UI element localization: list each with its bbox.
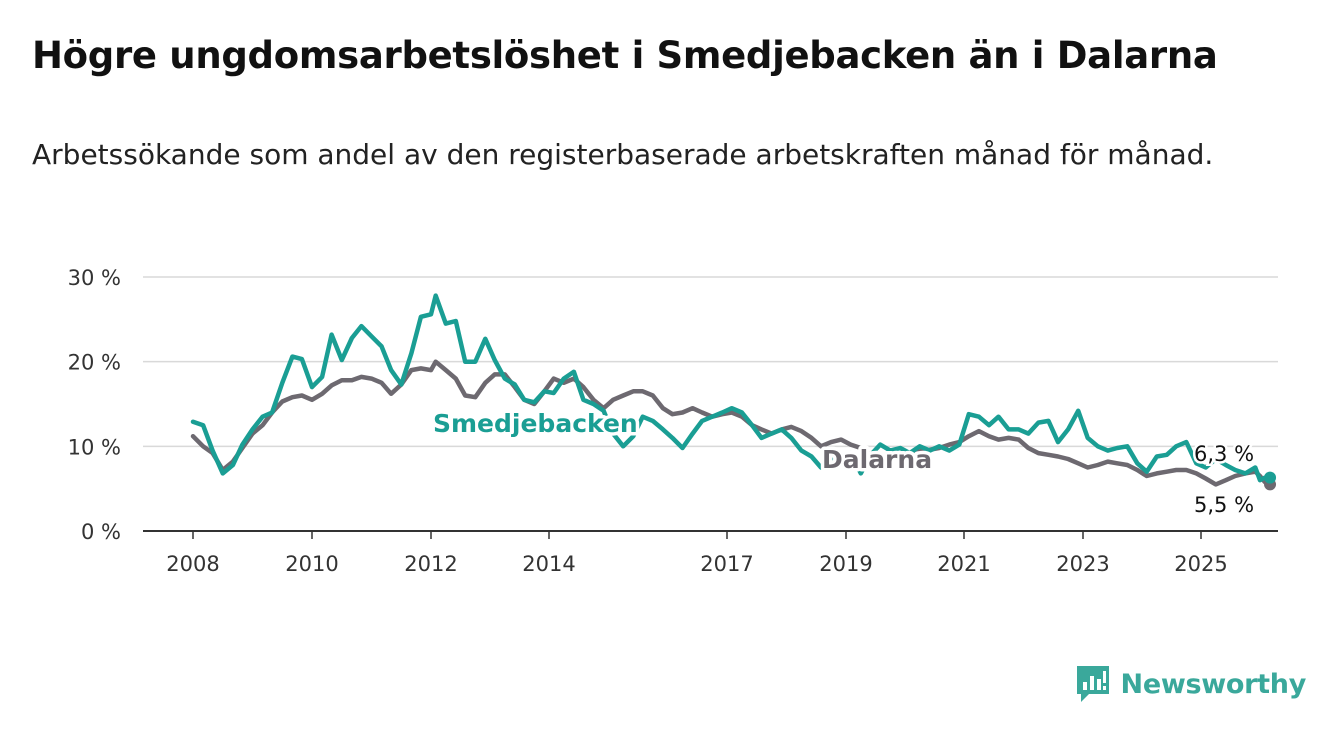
x-tick-label: 2023 — [1056, 552, 1109, 576]
end-value-dalarna: 5,5 % — [1194, 493, 1254, 517]
end-value-smedjebacken: 6,3 % — [1194, 442, 1254, 466]
page-title: Högre ungdomsarbetslöshet i Smedjebacken… — [32, 34, 1218, 77]
x-tick-label: 2017 — [700, 552, 753, 576]
brand-logo[interactable]: Newsworthy — [1075, 664, 1306, 704]
y-tick-label: 10 % — [68, 435, 121, 459]
series-line-smedjebacken — [190, 293, 1273, 483]
bar-chart-speech-bubble-icon — [1076, 666, 1109, 702]
y-axis-ticks: 0 % 10 % 20 % 30 % — [68, 266, 121, 544]
chart-subtitle: Arbetssökande som andel av den registerb… — [32, 138, 1214, 171]
x-tick-label: 2025 — [1174, 552, 1227, 576]
y-tick-label: 0 % — [81, 520, 121, 544]
x-axis-ticks: 2008 2010 2012 2014 2017 2019 2021 2023 2025 — [166, 531, 1228, 576]
series-end-point-smedjebacken — [1264, 471, 1277, 484]
series-line-dalarna — [190, 359, 1273, 487]
series-label-dalarna: Dalarna — [822, 445, 932, 474]
series-label-smedjebacken: Smedjebacken — [433, 409, 638, 438]
chart-gridlines — [143, 276, 1278, 532]
series-labels: Smedjebacken Dalarna 6,3 % 5,5 % — [430, 406, 1257, 520]
x-tick-label: 2012 — [404, 552, 457, 576]
chart-series — [190, 293, 1277, 491]
x-tick-label: 2010 — [285, 552, 338, 576]
y-tick-label: 20 % — [68, 351, 121, 375]
x-tick-label: 2014 — [522, 552, 575, 576]
x-tick-label: 2019 — [819, 552, 872, 576]
x-tick-label: 2021 — [937, 552, 990, 576]
y-tick-label: 30 % — [68, 266, 121, 290]
brand-name: Newsworthy — [1120, 668, 1307, 700]
x-tick-label: 2008 — [166, 552, 219, 576]
